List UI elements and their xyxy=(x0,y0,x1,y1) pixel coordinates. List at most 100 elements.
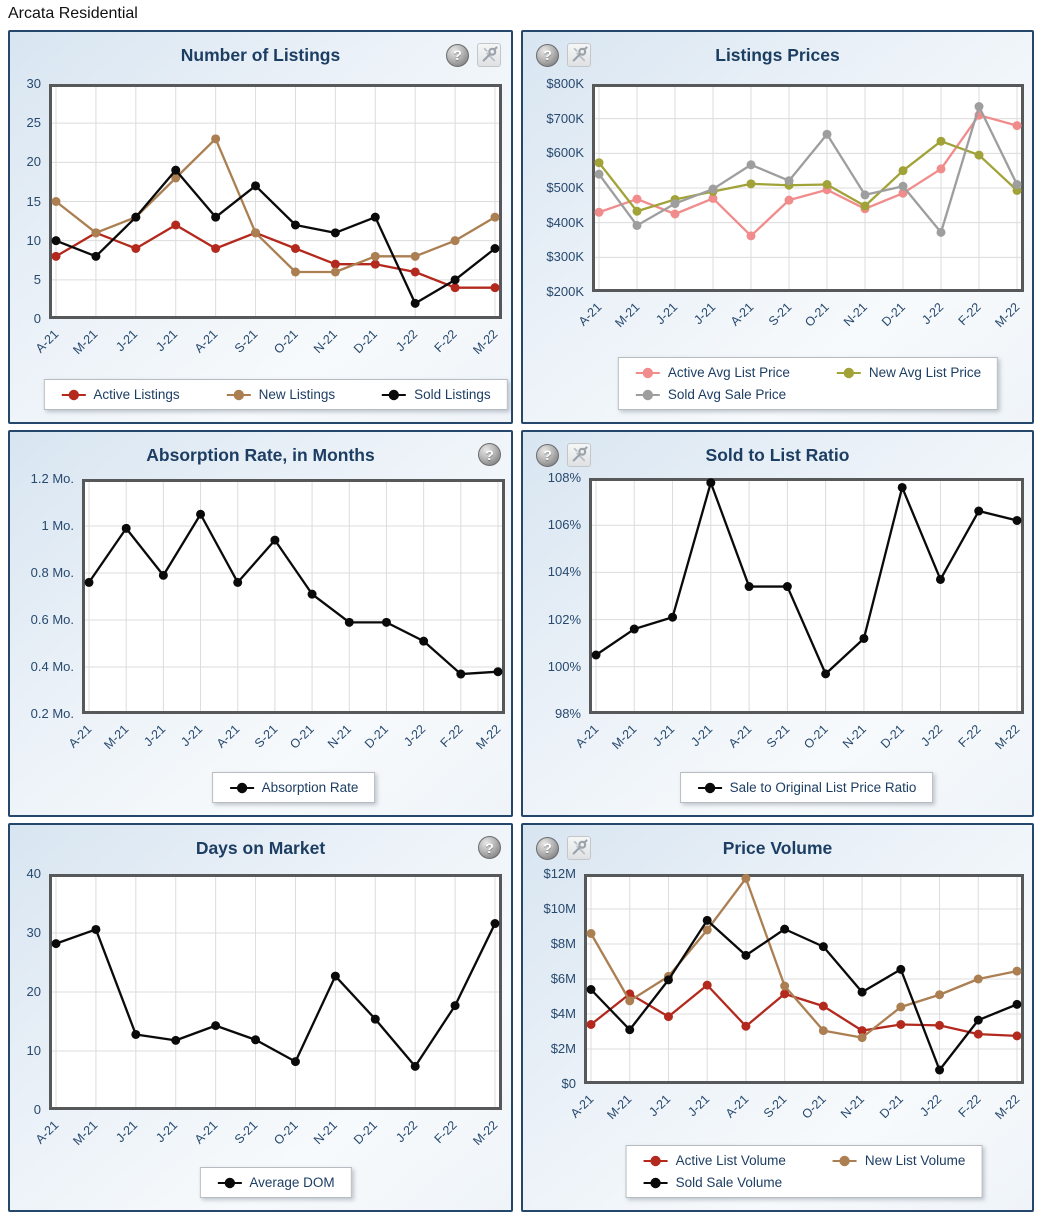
y-axis-label: 20 xyxy=(26,154,41,170)
x-axis-label: M-22 xyxy=(991,1092,1022,1123)
help-glyph: ? xyxy=(543,447,552,463)
help-glyph: ? xyxy=(453,47,462,63)
series-sold-listings xyxy=(51,165,500,308)
legend-item-sold-avg-sale-price: Sold Avg Sale Price xyxy=(635,387,786,402)
x-axis-label: M-22 xyxy=(469,1118,500,1149)
series-sold-avg-sale-price xyxy=(594,102,1022,237)
legend-item-active-avg-list-price: Active Avg List Price xyxy=(635,365,790,380)
legend-marker-icon xyxy=(836,367,861,378)
x-axis-label: J-21 xyxy=(153,327,181,355)
chart-title: Days on Market xyxy=(195,838,326,858)
chart-plot xyxy=(49,874,502,1110)
x-axis-label: A-21 xyxy=(722,1092,751,1121)
help-icon[interactable]: ? xyxy=(536,836,559,860)
x-axis-label: S-21 xyxy=(231,327,261,356)
help-icon[interactable]: ? xyxy=(478,836,501,859)
x-axis-label: M-21 xyxy=(611,300,642,331)
y-axis-label: 1.2 Mo. xyxy=(30,471,74,486)
x-axis: A-21 M-21 J-21 J-21 A-21 S-21 O-21 N-21 D-21 J-22… xyxy=(575,295,1024,349)
tools-icon[interactable] xyxy=(567,443,591,467)
legend-marker-icon xyxy=(229,782,254,793)
y-axis-label: 30 xyxy=(26,76,41,91)
y-axis-label: 0.8 Mo. xyxy=(30,565,74,580)
x-axis-label: A-21 xyxy=(32,1118,61,1147)
panel-number-of-listings: ? Number of Listings 0 5 10 15 20 25 30 A-21 M-2… xyxy=(8,30,513,424)
x-axis-label: D-21 xyxy=(351,1118,381,1148)
y-axis-label: 1 Mo. xyxy=(41,518,74,533)
chart-plot xyxy=(82,479,505,714)
x-axis-label: J-21 xyxy=(650,722,678,750)
y-axis-label: 0.2 Mo. xyxy=(30,706,74,721)
x-axis-label: A-21 xyxy=(65,722,94,751)
help-glyph: ? xyxy=(485,446,494,463)
legend-marker-icon xyxy=(643,1155,668,1166)
y-axis-label: $2M xyxy=(550,1041,576,1056)
legend-label: Sold Sale Volume xyxy=(675,1175,783,1190)
legend-item-sold-sale-volume: Sold Sale Volume xyxy=(643,1175,783,1190)
y-axis: $200K $300K $400K $500K $600K $700K $800K xyxy=(523,76,584,299)
y-axis-label: 5 xyxy=(33,271,41,287)
help-icon[interactable]: ? xyxy=(536,443,559,467)
x-axis-label: M-21 xyxy=(70,1118,101,1149)
x-axis-label: J-21 xyxy=(113,327,141,355)
legend-row: Sale to Original List Price Ratio xyxy=(697,780,917,795)
x-axis-label: M-22 xyxy=(472,722,503,753)
y-axis-label: 0.6 Mo. xyxy=(30,612,74,627)
y-axis: 0 5 10 15 20 25 30 xyxy=(10,76,41,326)
panel-sold-to-list-ratio: ? Sold to List Ratio 98% 100% 102% 104% 106%… xyxy=(521,430,1034,817)
x-axis-label: N-21 xyxy=(840,300,870,330)
chart-plot xyxy=(592,84,1024,292)
legend-item-new-listings: New Listings xyxy=(226,387,336,402)
page-title: Arcata Residential xyxy=(8,5,138,22)
y-axis-label: $600K xyxy=(546,145,584,161)
x-axis-label: J-22 xyxy=(393,327,421,355)
y-axis-label: $500K xyxy=(546,180,584,195)
x-axis-label: J-21 xyxy=(688,722,716,750)
y-axis-label: 25 xyxy=(26,115,41,131)
panel-toolbar: ? xyxy=(536,443,591,467)
help-icon[interactable]: ? xyxy=(446,43,469,67)
x-axis-label: A-21 xyxy=(32,327,61,356)
y-axis-label: 10 xyxy=(26,232,41,248)
help-glyph: ? xyxy=(543,47,552,63)
help-icon[interactable]: ? xyxy=(478,443,501,466)
legend-label: Active Avg List Price xyxy=(667,365,790,380)
x-axis-label: N-21 xyxy=(311,327,341,357)
x-axis-label: M-21 xyxy=(70,327,101,358)
y-axis-label: 98% xyxy=(554,706,581,721)
x-axis-label: M-21 xyxy=(609,722,640,753)
x-axis-label: F-22 xyxy=(437,722,466,751)
legend-label: Sale to Original List Price Ratio xyxy=(729,780,917,795)
y-axis-label: $800K xyxy=(546,76,584,91)
tools-icon[interactable] xyxy=(567,43,591,67)
x-axis-label: S-21 xyxy=(763,722,793,751)
y-axis-label: 15 xyxy=(26,193,41,209)
y-axis-label: $6M xyxy=(550,971,576,986)
legend-label: Active List Volume xyxy=(675,1153,786,1168)
x-axis-label: M-21 xyxy=(604,1092,635,1123)
y-axis-label: $200K xyxy=(546,284,584,299)
legend-label: New Listings xyxy=(258,387,336,402)
chart-title: Sold to List Ratio xyxy=(705,445,850,465)
y-axis: 0.2 Mo. 0.4 Mo. 0.6 Mo. 0.8 Mo. 1 Mo. 1.2 Mo. xyxy=(10,471,74,721)
tools-icon[interactable] xyxy=(567,836,591,860)
legend-item-sold-listings: Sold Listings xyxy=(381,387,491,402)
legend-row: Average DOM xyxy=(216,1175,335,1190)
x-axis-label: F-22 xyxy=(955,300,984,329)
x-axis-label: F-22 xyxy=(431,1118,461,1147)
tools-icon[interactable] xyxy=(477,43,501,67)
y-axis-label: 0.4 Mo. xyxy=(30,659,74,674)
legend-label: Sold Listings xyxy=(414,387,491,402)
legend-marker-icon xyxy=(697,782,722,793)
series-new-avg-list-price xyxy=(594,136,1022,216)
y-axis-label: $0 xyxy=(561,1076,576,1091)
series-active-avg-list-price xyxy=(594,110,1022,241)
panel-listings-prices: ? Listings Prices $200K $300K $400K $500K $6… xyxy=(521,30,1034,424)
panel-toolbar: ? xyxy=(536,836,591,860)
y-axis-label: $300K xyxy=(546,249,584,265)
panel-toolbar: ? xyxy=(536,43,591,67)
help-icon[interactable]: ? xyxy=(536,43,559,67)
y-axis-label: 30 xyxy=(26,925,41,940)
legend-label: Active Listings xyxy=(93,387,180,402)
chart-title: Absorption Rate, in Months xyxy=(146,445,375,465)
